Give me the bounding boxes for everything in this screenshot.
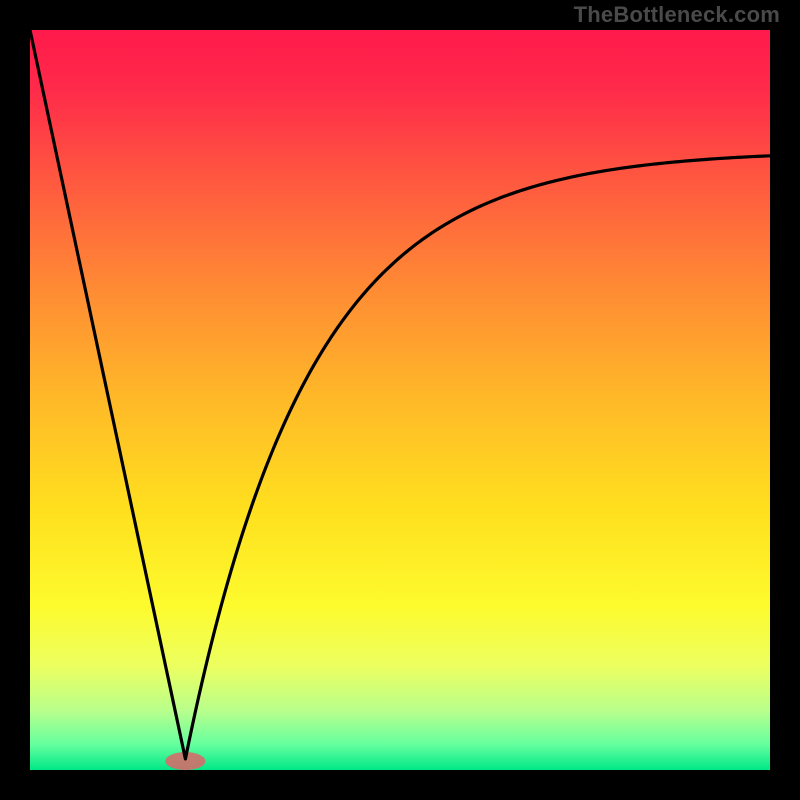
chart-svg	[0, 0, 800, 800]
chart-container: TheBottleneck.com	[0, 0, 800, 800]
attribution-text: TheBottleneck.com	[574, 2, 780, 28]
plot-background	[30, 30, 770, 770]
